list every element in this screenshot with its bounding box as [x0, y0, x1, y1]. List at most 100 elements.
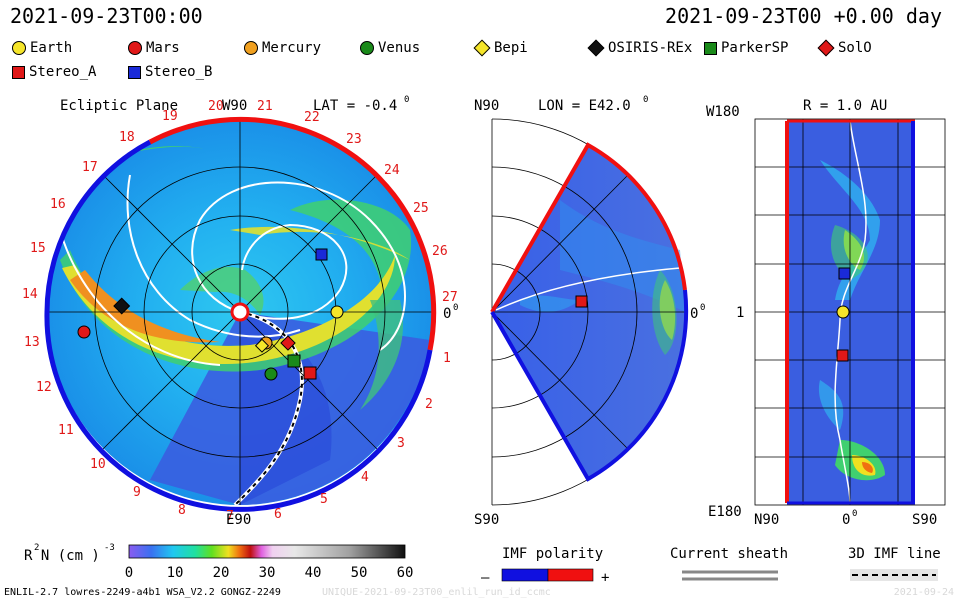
legend-mars-label: Mars	[146, 40, 180, 56]
venus-position-icon	[264, 367, 278, 381]
carrington-21: 21	[257, 99, 273, 114]
carrington-17: 17	[82, 160, 98, 175]
imf-title: IMF polarity	[502, 546, 603, 562]
run-id: UNIQUE-2021-09-23T00_enlil_run_id_ccmc	[322, 587, 551, 598]
colorbar-tick-50: 50	[351, 565, 368, 581]
polarity-ring-neg-2	[44, 311, 433, 512]
radial-bottom-s90: S90	[912, 512, 937, 528]
radial-stereo-a-icon	[836, 349, 849, 362]
ecliptic-structures	[60, 146, 430, 505]
imf-line-legend: 3D IMF line	[848, 546, 941, 581]
meridional-right-deg: 0	[700, 303, 705, 313]
carrington-20: 20	[208, 99, 224, 114]
carrington-labels: 1 2 3 4 5 6 7 8 9 10 11 12 13 14 15 16 1…	[22, 99, 458, 524]
carrington-22: 22	[304, 110, 320, 125]
ecliptic-right-deg: 0	[453, 303, 458, 313]
polarity-ring-neg-1	[44, 139, 152, 313]
radial-mid-left: 1	[736, 305, 744, 321]
mercury-marker-icon	[244, 41, 258, 55]
bepi-position-icon	[254, 338, 270, 353]
meridional-field-line	[495, 267, 681, 311]
legend-solo: SolO	[817, 39, 872, 57]
radial-bottom-n90: N90	[754, 512, 779, 528]
radial-panel: R = 1.0 AU W180 1 E180 N90 0 0 S90	[706, 98, 946, 528]
ecliptic-bottom-label: E90	[226, 512, 251, 528]
carrington-7: 7	[226, 509, 234, 524]
legend-stereo-a: Stereo_A	[12, 64, 96, 80]
parkersp-marker-icon	[704, 41, 717, 55]
colorbar-tick-40: 40	[305, 565, 322, 581]
carrington-3: 3	[397, 436, 405, 451]
carrington-9: 9	[133, 485, 141, 500]
carrington-1: 1	[443, 351, 451, 366]
colorbar-tick-0: 0	[125, 565, 133, 581]
ecliptic-plane-panel: 1 2 3 4 5 6 7 8 9 10 11 12 13 14 15 16 1…	[22, 95, 458, 528]
osiris-rex-position-icon	[113, 297, 131, 315]
carrington-19: 19	[162, 109, 178, 124]
current-sheath-title: Current sheath	[670, 546, 788, 562]
datetime-right: 2021-09-23T00 +0.00 day	[665, 4, 942, 28]
carrington-5: 5	[320, 492, 328, 507]
colorbar-label-sup-r: 2	[34, 543, 39, 553]
meridional-panel: N90 LON = E42.0 0 0 0 S90	[474, 95, 705, 528]
radial-r-label: R = 1.0 AU	[803, 98, 887, 114]
legend-stereo-b-label: Stereo_B	[145, 64, 213, 80]
legend-parkersp: ParkerSP	[704, 40, 788, 56]
carrington-4: 4	[361, 470, 369, 485]
colorbar-tick-10: 10	[167, 565, 184, 581]
legend-osiris-rex: OSIRIS-REx	[587, 39, 693, 57]
stereo-a-position-icon	[303, 366, 317, 380]
meridional-right-label: 0	[690, 306, 698, 322]
meridional-neg-edge	[490, 289, 689, 482]
carrington-18: 18	[119, 130, 135, 145]
carrington-12: 12	[36, 380, 52, 395]
meridional-bottom-label: S90	[474, 512, 499, 528]
legend-mercury-label: Mercury	[262, 40, 322, 56]
imf-negative-swatch	[501, 568, 549, 582]
earth-position-icon	[330, 305, 344, 319]
legend-mars: Mars	[128, 40, 180, 56]
mars-marker-icon	[128, 41, 142, 55]
legend-osiris-rex-label: OSIRIS-REx	[608, 40, 693, 56]
imf-minus: –	[481, 570, 490, 586]
legend-venus: Venus	[360, 40, 420, 56]
venus-marker-icon	[360, 41, 374, 55]
sun-marker-icon	[230, 302, 250, 322]
colorbar-ticks: 0 10 20 30 40 50 60	[125, 565, 414, 581]
carrington-6: 6	[274, 507, 282, 522]
ecliptic-right-label: 0	[443, 306, 451, 322]
ecliptic-lat-deg: 0	[404, 95, 409, 105]
colorbar-label-sup-cm: -3	[104, 543, 115, 553]
ecliptic-lat: LAT = -0.4	[313, 98, 397, 114]
legend-solo-label: SolO	[838, 40, 872, 56]
meridional-lon: LON = E42.0	[538, 98, 631, 114]
radial-top-left: W180	[706, 104, 740, 120]
model-info: ENLIL-2.7 lowres-2249-a4b1 WSA_V2.2 GONG…	[4, 587, 281, 598]
solo-position-icon	[280, 335, 296, 351]
legend-bepi-label: Bepi	[494, 40, 528, 56]
radial-earth-icon	[836, 305, 850, 319]
meridional-lon-deg: 0	[643, 95, 648, 105]
imf-positive-swatch	[547, 568, 594, 582]
legend-stereo-a-label: Stereo_A	[29, 64, 97, 80]
legend-mercury: Mercury	[244, 40, 321, 56]
colorbar-tick-60: 60	[397, 565, 414, 581]
imf-plus: +	[601, 570, 609, 586]
colorbar-label: R N (cm )	[24, 548, 100, 564]
carrington-25: 25	[413, 201, 429, 216]
carrington-15: 15	[30, 241, 46, 256]
carrington-11: 11	[58, 423, 74, 438]
carrington-13: 13	[24, 335, 40, 350]
imf-line-dashed	[234, 311, 303, 506]
parkersp-position-icon	[287, 354, 301, 368]
carrington-14: 14	[22, 287, 38, 302]
earth-marker-icon	[12, 41, 26, 55]
carrington-23: 23	[346, 132, 362, 147]
legend-bepi: Bepi	[473, 39, 528, 57]
stereo-a-marker-icon	[12, 65, 25, 79]
legend-earth: Earth	[12, 40, 72, 56]
legend-parkersp-label: ParkerSP	[721, 40, 789, 56]
datetime-left: 2021-09-23T00:00	[10, 4, 203, 28]
density-colorbar: R N (cm ) 2 -3 0 10 20 30 40 50 60	[24, 543, 413, 581]
